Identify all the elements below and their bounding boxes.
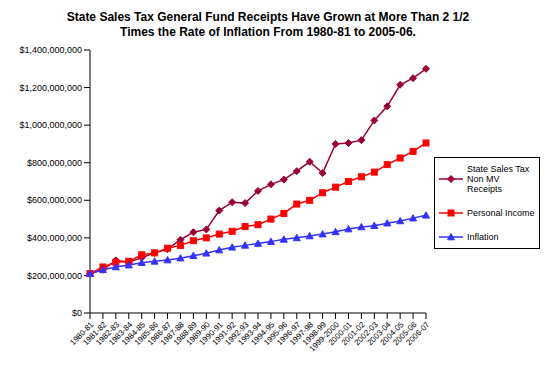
svg-text:1994-95: 1994-95 [249,320,277,348]
svg-text:$1,000,000,000: $1,000,000,000 [19,120,82,130]
html-text:State Sales Tax Non MV Receipt: State Sales Tax Non MV Receipts [467,163,530,194]
svg-text:$600,000,000: $600,000,000 [27,195,82,205]
svg-text:1992-93: 1992-93 [223,320,251,348]
svg-text:1990-91: 1990-91 [197,320,225,348]
html-text:Inflation: Inflation [467,231,499,242]
svg-text:1989-90: 1989-90 [184,320,212,348]
svg-text:1993-94: 1993-94 [236,320,264,348]
svg-text:1991-92: 1991-92 [210,320,238,348]
svg-text:1981-82: 1981-82 [81,320,109,348]
svg-text:1996-97: 1996-97 [275,320,303,348]
svg-text:1983-84: 1983-84 [107,320,135,348]
svg-text:1999-2000: 1999-2000 [307,320,341,354]
svg-text:2004-05: 2004-05 [378,320,406,348]
html-text:Personal Income: Personal Income [467,207,535,218]
svg-text:1984-85: 1984-85 [120,320,148,348]
svg-text:$1,400,000,000: $1,400,000,000 [19,45,82,55]
svg-text:1986-87: 1986-87 [145,320,173,348]
svg-text:$800,000,000: $800,000,000 [27,158,82,168]
svg-text:2006-07: 2006-07 [404,320,432,348]
svg-text:$1,200,000,000: $1,200,000,000 [19,83,82,93]
svg-text:2000-01: 2000-01 [326,320,354,348]
svg-text:1985-86: 1985-86 [132,320,160,348]
svg-text:1997-98: 1997-98 [288,320,316,348]
html-text:State Sales Tax General Fund R: State Sales Tax General Fund Receipts Ha… [66,10,470,39]
svg-text:1995-96: 1995-96 [262,320,290,348]
svg-text:$400,000,000: $400,000,000 [27,233,82,243]
svg-text:1988-89: 1988-89 [171,320,199,348]
svg-text:$0: $0 [72,308,82,318]
svg-text:1982-83: 1982-83 [94,320,122,348]
svg-text:1980-81: 1980-81 [68,320,96,348]
svg-text:1987-88: 1987-88 [158,320,186,348]
svg-text:2002-03: 2002-03 [352,320,380,348]
svg-text:2001-02: 2001-02 [339,320,367,348]
svg-text:1998-99: 1998-99 [300,320,328,348]
svg-text:2005-06: 2005-06 [391,320,419,348]
svg-text:2003-04: 2003-04 [365,320,393,348]
svg-text:$200,000,000: $200,000,000 [27,271,82,281]
